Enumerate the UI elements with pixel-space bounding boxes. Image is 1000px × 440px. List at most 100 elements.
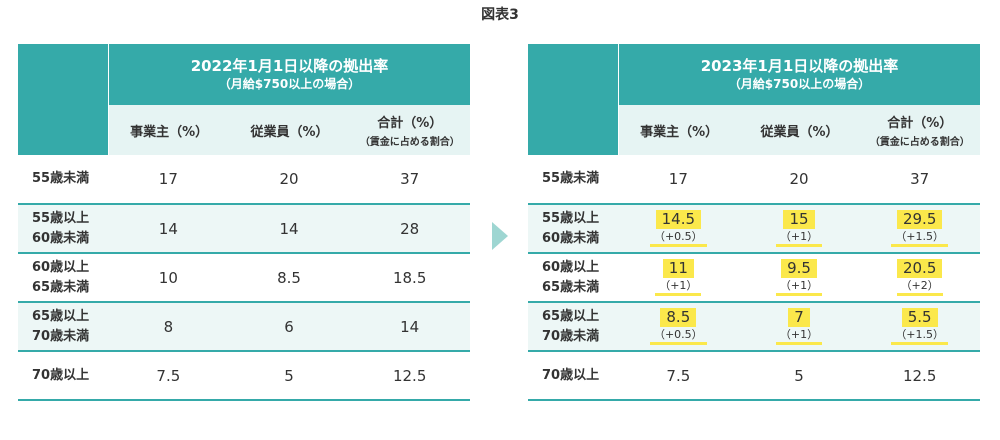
cell-employee: 14 [279,219,299,238]
header-corner [528,44,618,155]
rate-change: （+1.5） [891,229,949,247]
row-label: 60歳以上 65歳未満 [542,259,600,295]
new-rate: 11 [662,259,694,278]
column-header-total-sub: （賃金に占める割合） [359,137,460,148]
rate-change: （+0.5） [649,229,707,247]
new-rate: 15 [783,210,815,229]
column-header-employer: 事業主（%） [640,124,719,140]
highlighted-value: 9.5 （+1） [775,259,823,296]
new-rate: 8.5 [660,308,697,327]
table-row: 70歳以上 7.5 5 12.5 [528,352,980,401]
table-row: 65歳以上 70歳未満 8 6 14 [18,303,470,352]
highlighted-value: 7 （+1） [775,308,823,345]
cell-employee: 15 （+1） [739,205,860,252]
row-label: 60歳以上 65歳未満 [32,259,90,295]
table-2022: 2022年1月1日以降の拠出率 （月給$750以上の場合） 事業主（%） 従業員… [18,44,470,401]
table-row: 55歳未満 17 20 37 [18,155,470,205]
period-title: 2022年1月1日以降の拠出率 [190,57,389,75]
cell-employee: 5 [794,366,804,385]
new-rate: 29.5 [896,210,943,229]
new-rate: 14.5 [655,210,702,229]
table-row: 55歳以上 60歳未満 14.5 （+0.5） 15 （+1） 29.5 （+1… [528,205,980,254]
new-rate: 9.5 [781,259,817,278]
row-label: 55歳未満 [32,171,90,186]
highlighted-value: 11 （+1） [655,259,702,296]
cell-total: 14 [400,317,420,336]
figure-title: 図表3 [481,7,519,23]
column-header-employer: 事業主（%） [130,124,209,140]
table-row: 55歳未満 17 20 37 [528,155,980,205]
cell-employee: 9.5 （+1） [739,254,860,301]
new-rate: 7 [788,308,810,327]
cell-employer: 14.5 （+0.5） [618,205,739,252]
highlighted-value: 29.5 （+1.5） [891,210,949,247]
table-row: 70歳以上 7.5 5 12.5 [18,352,470,401]
new-rate: 20.5 [896,259,943,278]
table-row: 60歳以上 65歳未満 11 （+1） 9.5 （+1） 20.5 （+2） [528,254,980,303]
rate-change: （+1） [775,327,823,345]
rate-change: （+0.5） [649,327,707,345]
row-label: 55歳以上 60歳未満 [32,210,90,246]
cell-employer: 10 [158,268,178,287]
cell-employee: 20 [279,170,299,188]
cell-employee: 20 [789,170,809,188]
table-header: 2022年1月1日以降の拠出率 （月給$750以上の場合） 事業主（%） 従業員… [18,44,470,155]
header-corner [18,44,108,155]
column-headers: 事業主（%） 従業員（%） 合計（%） （賃金に占める割合） [108,105,470,155]
row-label: 65歳以上 70歳未満 [32,308,90,344]
column-header-total: 合計（%） （賃金に占める割合） [359,116,460,148]
cell-employee: 8.5 [277,268,301,287]
row-label: 55歳以上 60歳未満 [542,210,600,246]
period-title: 2023年1月1日以降の拠出率 [700,57,899,75]
rate-change: （+1） [775,278,823,296]
rate-change: （+1） [775,229,823,247]
cell-total: 5.5 （+1.5） [859,303,980,350]
column-header-total-sub: （賃金に占める割合） [869,137,970,148]
cell-employer: 17 [668,170,688,188]
highlighted-value: 8.5 （+0.5） [649,308,707,345]
arrow-right-icon [492,222,508,250]
highlighted-value: 20.5 （+2） [896,259,943,296]
table-row: 65歳以上 70歳未満 8.5 （+0.5） 7 （+1） 5.5 （+1.5） [528,303,980,352]
table-2023: 2023年1月1日以降の拠出率 （月給$750以上の場合） 事業主（%） 従業員… [528,44,980,401]
table-row: 60歳以上 65歳未満 10 8.5 18.5 [18,254,470,303]
period-subtitle: （月給$750以上の場合） [218,77,361,91]
table-header: 2023年1月1日以降の拠出率 （月給$750以上の場合） 事業主（%） 従業員… [528,44,980,155]
period-header: 2023年1月1日以降の拠出率 （月給$750以上の場合） [618,44,980,105]
highlighted-value: 5.5 （+1.5） [891,308,949,345]
cell-total: 29.5 （+1.5） [859,205,980,252]
cell-total: 37 [910,170,930,188]
table-row: 55歳以上 60歳未満 14 14 28 [18,205,470,254]
cell-employer: 11 （+1） [618,254,739,301]
cell-employer: 8 [163,317,174,336]
cell-employer: 7.5 [156,366,181,385]
column-headers: 事業主（%） 従業員（%） 合計（%） （賃金に占める割合） [618,105,980,155]
cell-total: 12.5 [902,366,937,385]
row-label: 55歳未満 [542,171,600,186]
cell-employer: 17 [158,170,178,188]
row-label: 70歳以上 [32,367,90,383]
rate-change: （+2） [896,278,943,296]
column-header-employee: 従業員（%） [250,124,329,140]
cell-total: 12.5 [392,366,427,385]
period-subtitle: （月給$750以上の場合） [728,77,871,91]
cell-total: 37 [400,170,420,188]
cell-total: 28 [400,219,420,238]
cell-total: 18.5 [392,268,427,287]
cell-employee: 6 [284,317,294,336]
period-header: 2022年1月1日以降の拠出率 （月給$750以上の場合） [108,44,470,105]
row-label: 65歳以上 70歳未満 [542,308,600,344]
rate-change: （+1.5） [891,327,949,345]
column-header-total: 合計（%） （賃金に占める割合） [869,116,970,148]
cell-employer: 14 [158,219,178,238]
cell-employee: 5 [284,366,294,385]
highlighted-value: 14.5 （+0.5） [649,210,707,247]
cell-employer: 8.5 （+0.5） [618,303,739,350]
rate-change: （+1） [655,278,702,296]
cell-total: 20.5 （+2） [859,254,980,301]
cell-employee: 7 （+1） [739,303,860,350]
row-label: 70歳以上 [542,367,600,383]
column-header-employee: 従業員（%） [760,124,839,140]
cell-employer: 7.5 [666,366,691,385]
new-rate: 5.5 [901,308,938,327]
